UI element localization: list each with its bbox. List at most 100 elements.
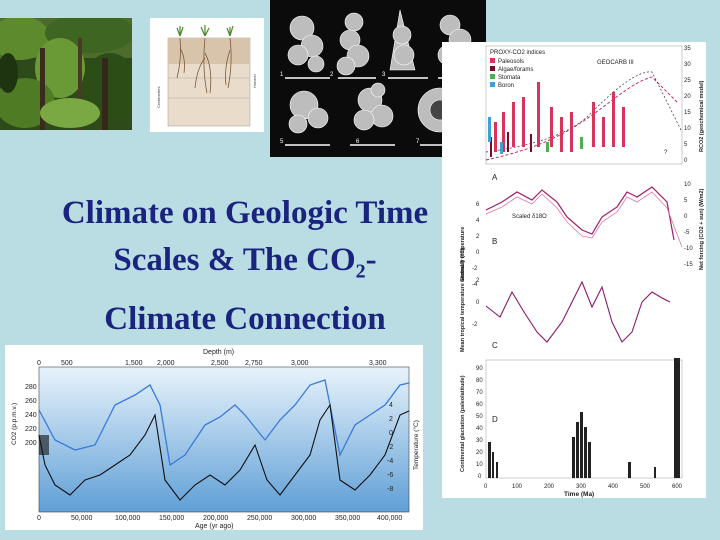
top-tick-5: 2,750 (245, 360, 263, 367)
top-tick-6: 3,000 (291, 360, 309, 367)
panel-b-letter: B (492, 237, 497, 246)
x-tick-3: 300 (576, 484, 587, 490)
bottom-tick-2: 100,000 (115, 515, 140, 522)
c-left-tick-1: 0 (476, 300, 480, 306)
b-left-tick-2: 2 (476, 234, 480, 240)
top-tick-7: 3,300 (369, 360, 387, 367)
title-line-2-text: Scales & The CO (113, 242, 356, 278)
x-tick-2: 200 (544, 484, 555, 490)
right-tick-6: -8 (387, 486, 393, 493)
soil-profile-diagram: Centimeters Horizon (150, 18, 264, 132)
d-left-tick-7: 20 (476, 450, 483, 456)
rainforest-photo (0, 18, 132, 130)
title-line-2-subscript: 2 (355, 260, 366, 283)
panel-c-letter: C (492, 341, 498, 350)
b-right-tick-5: -15 (684, 262, 693, 268)
a-right-tick-1: 30 (684, 62, 691, 68)
b-left-label: Global δ temperature (460, 227, 466, 282)
title-line-1: Climate on Geologic Time (61, 195, 429, 231)
legend-title: PROXY-CO2 indices (490, 50, 545, 56)
left-tick-1: 260 (25, 398, 37, 405)
right-tick-5: -6 (387, 472, 393, 479)
title-line-3: Climate Connection (104, 300, 386, 337)
slide-title: Climate on Geologic Time Scales & The CO… (30, 190, 460, 343)
legend-swatch-boron (490, 82, 495, 87)
x-tick-6: 600 (672, 484, 683, 490)
b-right-tick-4: -10 (684, 246, 693, 252)
foram-label-1: 1 (280, 72, 284, 78)
right-tick-3: -2 (387, 444, 393, 451)
right-tick-4: -4 (387, 458, 393, 465)
question-mark: ? (664, 150, 668, 156)
a-right-tick-6: 5 (684, 142, 688, 148)
bottom-tick-5: 250,000 (247, 515, 272, 522)
ice-core-chart: Depth (m) 0 500 1,500 2,000 2,500 2,750 … (5, 345, 423, 530)
a-right-tick-5: 10 (684, 126, 691, 132)
d-left-tick-6: 30 (476, 438, 483, 444)
x-tick-4: 400 (608, 484, 619, 490)
legend-algae: Algae/forams (498, 67, 533, 73)
b-right-tick-3: -5 (684, 230, 690, 236)
d-left-tick-2: 70 (476, 390, 483, 396)
panel-d-letter: D (492, 415, 498, 424)
d-left-tick-0: 90 (476, 366, 483, 372)
b-right-tick-0: 10 (684, 182, 691, 188)
right-tick-1: 2 (389, 416, 393, 423)
b-right-tick-1: 5 (684, 198, 688, 204)
d-left-tick-8: 10 (476, 462, 483, 468)
legend-swatch-paleosols (490, 58, 495, 63)
b-right-tick-2: 0 (684, 214, 688, 220)
b-left-tick-4: -2 (472, 266, 478, 272)
top-tick-3: 2,000 (157, 360, 175, 367)
left-tick-4: 200 (25, 440, 37, 447)
d-left-tick-1: 80 (476, 378, 483, 384)
panel-a-letter: A (492, 173, 498, 182)
b-left-tick-5: -4 (472, 282, 478, 288)
legend-swatch-algae (490, 66, 495, 71)
b-left-tick-3: 0 (476, 250, 480, 256)
soil-right-label: Horizon (252, 74, 257, 88)
d-left-label: Continental glaciation (paleolatitude) (460, 375, 466, 472)
b-left-tick-1: 4 (476, 218, 480, 224)
legend-stomata: Stomata (498, 75, 521, 81)
right-tick-2: 0 (389, 430, 393, 437)
geocarb-label: GEOCARB III (597, 60, 634, 66)
phanerozoic-co2-figure: PROXY-CO2 indices Paleosols Algae/forams… (442, 42, 706, 498)
legend-swatch-stomata (490, 74, 495, 79)
foram-label-2: 2 (330, 72, 334, 78)
a-right-tick-2: 25 (684, 78, 691, 84)
soil-left-label: Centimeters (156, 86, 161, 108)
title-line-2-dash: - (365, 242, 377, 278)
a-right-tick-7: 0 (684, 158, 688, 164)
bottom-tick-7: 350,000 (335, 515, 360, 522)
a-right-tick-4: 15 (684, 110, 691, 116)
a-right-tick-0: 35 (684, 46, 691, 52)
c-left-label: Mean tropical temperature anomaly (°C) (460, 248, 466, 352)
right-tick-0: 4 (389, 402, 393, 409)
scaled-label: Scaled δ18O (512, 214, 547, 220)
left-tick-2: 240 (25, 412, 37, 419)
temp-axis-label: Temperature (°C) (412, 420, 420, 470)
x-axis-label: Time (Ma) (564, 491, 594, 498)
b-left-tick-0: 6 (476, 202, 480, 208)
a-right-tick-3: 20 (684, 94, 691, 100)
b-right-label: Net forcing (CO2 + sun) (W/m2) (699, 188, 705, 270)
foram-label-3: 3 (382, 72, 386, 78)
left-tick-0: 280 (25, 384, 37, 391)
bottom-tick-4: 200,000 (203, 515, 228, 522)
top-tick-2: 1,500 (125, 360, 143, 367)
c-left-tick-2: -2 (472, 322, 478, 328)
foram-label-7: 7 (416, 139, 420, 145)
d-left-tick-9: 0 (478, 474, 482, 480)
bottom-tick-1: 50,000 (71, 515, 93, 522)
bottom-tick-3: 150,000 (159, 515, 184, 522)
bottom-tick-0: 0 (37, 515, 41, 522)
title-line-2: Scales & The CO2- (30, 237, 460, 296)
bottom-tick-8: 400,000 (377, 515, 402, 522)
d-left-tick-5: 40 (476, 426, 483, 432)
bottom-tick-6: 300,000 (291, 515, 316, 522)
left-tick-3: 220 (25, 426, 37, 433)
top-tick-4: 2,500 (211, 360, 229, 367)
d-left-tick-4: 50 (476, 414, 483, 420)
legend-paleosols: Paleosols (498, 59, 524, 65)
